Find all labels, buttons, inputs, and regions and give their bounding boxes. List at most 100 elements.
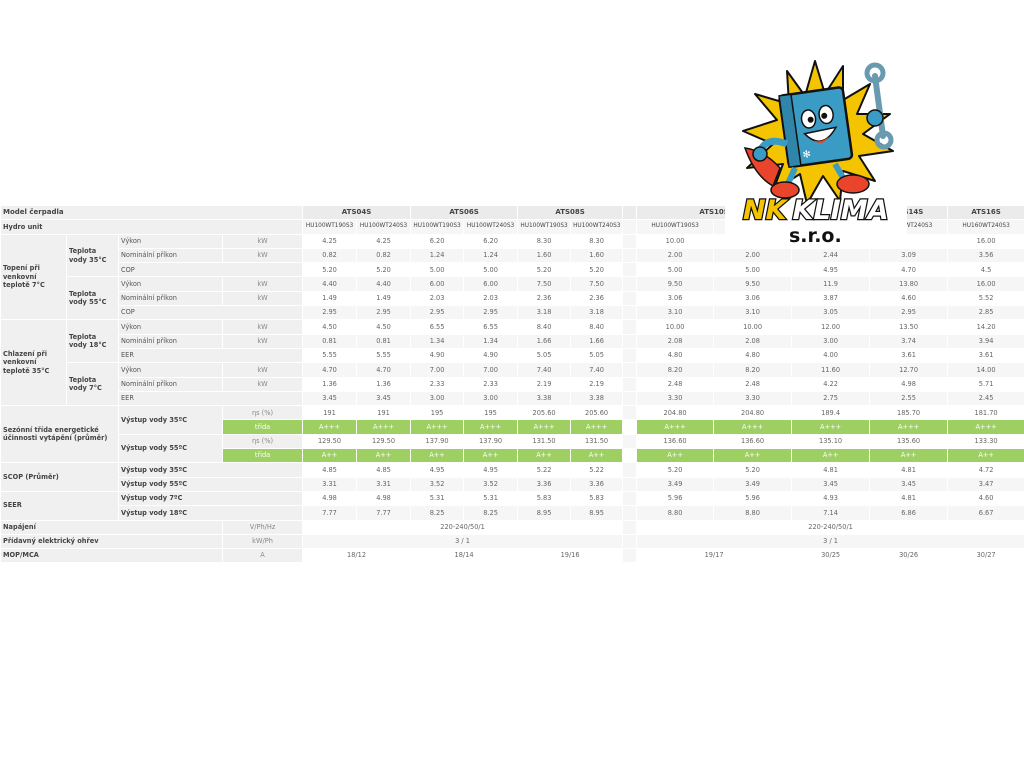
seasonal-water-outlet-label: Výstup vody 55ºC [118, 433, 223, 464]
value-cell: 1.34 [463, 333, 519, 349]
hydro-unit-code: HU100WT190S3 [517, 219, 572, 235]
value-cell: 4.95 [791, 262, 871, 278]
param-label: COP [117, 262, 304, 278]
value-cell: 2.00 [713, 247, 793, 264]
table-row: SCOP (Průměr) Výstup vody 35ºC 4.85 4.85 4.9… [0, 462, 1024, 492]
value-cell: 3.31 [302, 476, 358, 492]
table-row: COP 5.20 5.20 5.00 5.00 5.20 5.20 5.00 5.00 4.95 4… [1, 262, 1024, 278]
spacer-cell [622, 448, 638, 464]
value-cell: 2.36 [517, 290, 572, 307]
value-cell: 6.55 [463, 319, 519, 335]
value-cell: 7.77 [302, 505, 358, 521]
value-cell: A+++ [713, 419, 793, 435]
table-row: Teplota vody 55°C Výkon kW 4.40 4.40 6.00 6.00… [1, 276, 1024, 321]
param-label: Výstup vody 35ºC [117, 462, 304, 478]
value-cell: A++ [636, 448, 715, 464]
param-label: COP [117, 305, 304, 321]
param-label: EER [117, 390, 304, 407]
logo-subtext: s.r.o. [789, 225, 842, 246]
param-label: Výkon [118, 233, 223, 249]
nk-klima-logo: ✻ NK KLIMA s.r.o. [725, 56, 907, 247]
value-cell: 8.40 [517, 319, 572, 335]
value-cell: A+++ [636, 419, 715, 435]
hydro-unit-label: Hydro unit [0, 219, 304, 235]
spacer-cell [622, 204, 638, 221]
value-cell: 3 / 1 [302, 533, 624, 550]
value-cell: 4.98 [356, 490, 412, 507]
value-cell: 5.31 [463, 490, 519, 507]
value-cell: 189.4 [791, 405, 871, 421]
table-row: Výstup vody 55ºC 3.31 3.31 3.52 3.52 3.36 3.36… [1, 476, 1024, 492]
value-cell: 3.38 [570, 390, 624, 407]
value-cell: 8.95 [570, 505, 624, 521]
value-cell: 2.85 [947, 305, 1024, 321]
value-cell: 19/16 [517, 548, 624, 564]
value-cell: A++ [869, 448, 949, 464]
heat-pump-spec-table: Model čerpadla ATS04S ATS06S ATS08S ATS10S AT… [0, 204, 1024, 564]
value-cell: 129.50 [302, 433, 358, 450]
value-cell: 1.24 [410, 247, 465, 264]
value-cell: 4.90 [463, 347, 519, 364]
seasonal-water-outlet-label: Výstup vody 35ºC [118, 405, 223, 435]
value-cell: A+++ [463, 419, 519, 435]
value-cell: 2.95 [356, 305, 412, 321]
value-cell: 7.40 [517, 362, 572, 378]
value-cell: 3.36 [570, 476, 624, 492]
value-cell: 2.44 [791, 247, 871, 264]
table-row: Nominální příkon kW 0.82 0.82 1.24 1.24 1.60 1.… [1, 247, 1024, 264]
value-cell: 3.05 [791, 305, 871, 321]
spacer-cell [622, 362, 638, 378]
value-cell: 3.94 [947, 333, 1024, 349]
value-cell: 5.20 [636, 462, 715, 478]
spacer-cell [622, 405, 638, 421]
value-cell: 10.00 [636, 319, 715, 335]
value-cell: 3.30 [636, 390, 715, 407]
value-cell: 4.5 [947, 262, 1024, 278]
value-cell: 3.06 [713, 290, 793, 307]
unit-label: kW [221, 233, 304, 249]
value-cell: 5.00 [713, 262, 793, 278]
unit-label: ηs (%) [221, 433, 304, 450]
value-cell: 8.40 [570, 319, 624, 335]
value-cell: 3.00 [463, 390, 519, 407]
svg-text:✻: ✻ [802, 149, 812, 161]
value-cell: 3.00 [410, 390, 465, 407]
value-cell: 2.33 [410, 376, 465, 392]
unit-label: V/Ph/Hz [221, 519, 304, 535]
spacer-cell [622, 247, 638, 264]
value-cell: 3.49 [713, 476, 793, 492]
value-cell: 133.30 [947, 433, 1024, 450]
scop-label: SCOP (Průměr) [0, 462, 119, 492]
spacer-cell [622, 490, 638, 507]
value-cell: 11.9 [791, 276, 871, 292]
value-cell: 2.33 [463, 376, 519, 392]
value-cell: 4.93 [791, 490, 871, 507]
hydro-unit-code: HU160WT240S3 [947, 219, 1024, 235]
value-cell: 3.49 [636, 476, 715, 492]
value-cell: 191 [356, 405, 412, 421]
value-cell: 4.60 [947, 490, 1024, 507]
unit-label: kW [221, 276, 304, 292]
value-cell: A+++ [356, 419, 412, 435]
value-cell: 135.60 [869, 433, 949, 450]
table-row: SEER Výstup vody 7ºC 4.98 4.98 5.31 5.31 5.83 5… [0, 490, 1024, 521]
param-label: Výstup vody 18ºC [117, 505, 304, 521]
table-row: Nominální příkon kW 1.49 1.49 2.03 2.03 2.36 2.… [1, 290, 1024, 307]
heating-water-temp-label: Teplota vody 55°C [66, 276, 119, 321]
value-cell: 2.95 [302, 305, 358, 321]
value-cell: 2.03 [410, 290, 465, 307]
value-cell: A+++ [302, 419, 358, 435]
value-cell: 4.60 [869, 290, 949, 307]
value-cell: 3.45 [356, 390, 412, 407]
value-cell: 131.50 [517, 433, 572, 450]
value-cell: 0.81 [356, 333, 412, 349]
value-cell: 6.20 [463, 233, 519, 249]
value-cell: 204.80 [636, 405, 715, 421]
value-cell: 4.85 [356, 462, 412, 478]
value-cell: A++ [463, 448, 519, 464]
value-cell: 4.70 [869, 262, 949, 278]
value-cell: 2.19 [570, 376, 624, 392]
value-cell: 0.82 [356, 247, 412, 264]
value-cell: 1.66 [517, 333, 572, 349]
